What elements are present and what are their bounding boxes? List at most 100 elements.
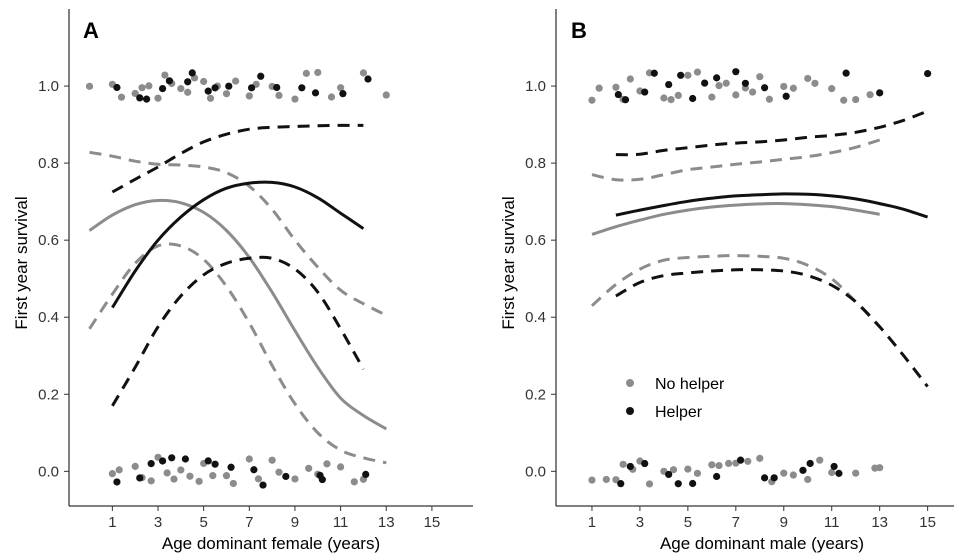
data-point-helper bbox=[760, 474, 769, 482]
data-point-helper bbox=[641, 459, 649, 468]
data-point-no-helper bbox=[749, 88, 757, 96]
data-point-no-helper bbox=[195, 477, 203, 485]
data-point-helper bbox=[689, 479, 697, 488]
data-point-no-helper bbox=[245, 455, 253, 463]
data-point-helper bbox=[204, 457, 212, 465]
data-point-helper bbox=[677, 71, 685, 79]
data-point-helper bbox=[614, 90, 622, 99]
data-point-no-helper bbox=[667, 95, 675, 104]
data-point-no-helper bbox=[626, 75, 634, 83]
data-point-no-helper bbox=[756, 454, 764, 462]
data-point-no-helper bbox=[323, 460, 331, 468]
data-point-no-helper bbox=[725, 459, 733, 467]
data-point-helper bbox=[641, 88, 649, 96]
data-point-helper bbox=[650, 69, 658, 77]
data-point-helper bbox=[298, 84, 306, 92]
legend-label-helper: Helper bbox=[655, 404, 703, 421]
data-point-no-helper bbox=[588, 96, 596, 104]
data-point-no-helper bbox=[291, 475, 299, 483]
data-point-helper bbox=[339, 90, 347, 98]
data-point-helper bbox=[674, 480, 682, 488]
helper-ci-upper-line bbox=[615, 109, 929, 157]
data-point-helper bbox=[282, 472, 290, 481]
no-helper-fit-line bbox=[88, 198, 388, 431]
legend-swatch-helper bbox=[626, 407, 634, 415]
data-point-no-helper bbox=[161, 71, 169, 79]
data-point-helper bbox=[621, 96, 630, 104]
data-point-helper bbox=[184, 78, 192, 86]
panel-a-ticks: 0.00.20.40.60.81.01 3 5 7 9 11 13 15 bbox=[38, 78, 440, 531]
data-point-no-helper bbox=[852, 95, 860, 104]
legend-swatch-no-helper bbox=[626, 379, 634, 387]
data-point-no-helper bbox=[254, 475, 263, 483]
data-point-no-helper bbox=[209, 472, 217, 480]
panel-a-y-tick-label: 0.6 bbox=[38, 232, 59, 249]
panel-b-marks bbox=[588, 68, 932, 488]
data-point-helper bbox=[876, 89, 884, 97]
data-point-no-helper bbox=[154, 94, 162, 102]
data-point-helper bbox=[732, 68, 740, 76]
data-point-no-helper bbox=[177, 85, 185, 93]
legend: No helper Helper bbox=[626, 376, 725, 421]
data-point-no-helper bbox=[715, 82, 723, 90]
data-point-helper bbox=[181, 455, 190, 463]
helper-fit-line bbox=[615, 192, 929, 219]
data-point-no-helper bbox=[708, 93, 716, 101]
data-point-no-helper bbox=[588, 476, 596, 484]
data-point-helper bbox=[713, 74, 721, 82]
panel-a-x-tick-label: 3 bbox=[154, 514, 162, 531]
helper-ci-upper-line bbox=[111, 123, 364, 194]
panel-b-x-tick-label: 7 bbox=[732, 514, 740, 531]
data-point-no-helper bbox=[828, 468, 836, 477]
data-point-helper bbox=[713, 472, 721, 481]
panel-a-label: A bbox=[83, 18, 99, 43]
data-point-no-helper bbox=[804, 475, 812, 484]
panel-a-y-tick-label: 0.0 bbox=[38, 463, 59, 480]
panel-b-x-tick-label: 5 bbox=[684, 514, 692, 531]
panel-a-x-tick-label: 13 bbox=[378, 514, 395, 531]
panel-b-x-tick-label: 11 bbox=[824, 514, 840, 531]
no-helper-ci-upper-line bbox=[89, 150, 387, 317]
panel-a-x-tick-label: 1 bbox=[108, 514, 116, 531]
data-point-helper bbox=[617, 480, 625, 488]
panel-a-x-tick-label: 15 bbox=[424, 514, 441, 531]
data-point-no-helper bbox=[811, 79, 819, 87]
data-point-no-helper bbox=[177, 466, 185, 474]
panel-a-marks bbox=[85, 68, 390, 489]
data-point-no-helper bbox=[275, 91, 283, 100]
data-point-no-helper bbox=[115, 466, 123, 474]
data-point-no-helper bbox=[602, 475, 610, 484]
data-point-helper bbox=[689, 94, 697, 103]
panel-b-label: B bbox=[571, 18, 587, 43]
panel-b-x-tick-label: 3 bbox=[636, 514, 644, 531]
data-point-helper bbox=[782, 92, 790, 100]
data-point-helper bbox=[113, 83, 121, 92]
data-point-helper bbox=[842, 69, 850, 77]
data-point-helper bbox=[770, 474, 778, 482]
data-point-helper bbox=[136, 94, 144, 102]
data-point-no-helper bbox=[359, 69, 368, 77]
data-point-no-helper bbox=[245, 92, 253, 100]
data-point-helper bbox=[799, 466, 807, 474]
helper-fit-line bbox=[111, 180, 365, 309]
panel-a-x-tick-label: 9 bbox=[291, 514, 299, 531]
data-point-helper bbox=[830, 462, 838, 471]
legend-label-no-helper: No helper bbox=[655, 376, 725, 393]
no-helper-fit-line bbox=[591, 202, 880, 236]
data-point-no-helper bbox=[229, 479, 237, 488]
data-point-no-helper bbox=[302, 69, 310, 77]
data-point-helper bbox=[227, 463, 235, 471]
data-point-helper bbox=[701, 79, 709, 87]
data-point-helper bbox=[247, 84, 256, 92]
panel-a-x-tick-label: 5 bbox=[199, 514, 207, 531]
data-point-helper bbox=[362, 470, 370, 479]
data-point-helper bbox=[273, 83, 281, 92]
data-point-no-helper bbox=[780, 469, 788, 477]
data-point-no-helper bbox=[722, 79, 730, 87]
data-point-no-helper bbox=[314, 68, 322, 77]
data-point-no-helper bbox=[780, 82, 788, 91]
data-point-no-helper bbox=[804, 74, 812, 83]
data-point-no-helper bbox=[732, 91, 740, 99]
data-point-helper bbox=[806, 459, 814, 468]
